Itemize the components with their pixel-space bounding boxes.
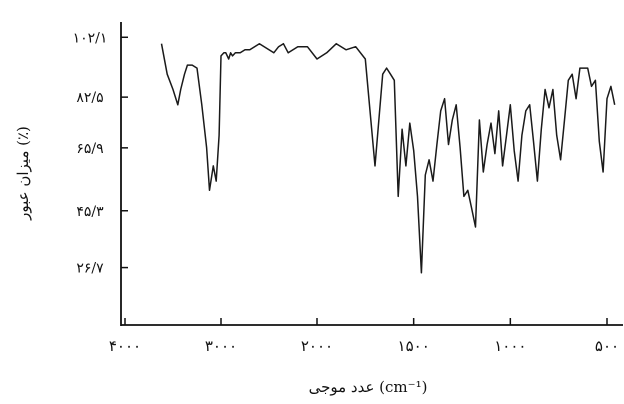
x-tick-label: ۳۰۰۰ <box>205 337 237 355</box>
y-tick-label: ۸۲/۵ <box>76 90 103 106</box>
y-tick-label: ۱۰۲/۱ <box>73 30 108 46</box>
y-tick-label: ۲۶/۷ <box>76 261 104 277</box>
transmittance-series-line <box>160 42 616 274</box>
x-tick-label: ۲۰۰۰ <box>301 337 333 355</box>
y-axis-label: میزان عبور (٪) <box>14 126 32 221</box>
x-tick-label: ۱۰۰۰ <box>494 337 526 355</box>
y-tick-label: ۴۵/۳ <box>76 204 104 220</box>
x-axis-label: عدد موجی (cm⁻¹) <box>309 378 428 396</box>
y-tick-label: ۶۵/۹ <box>76 141 103 157</box>
x-tick-label: ۵۰۰ <box>595 337 619 355</box>
chart-axes <box>120 22 623 326</box>
chart-ticks: ۴۰۰۰ ۳۰۰۰ ۲۰۰۰ ۱۵۰۰ ۱۰۰۰ ۵۰۰ ۲۶/۷ ۴۵/۳ ۶۵/۹ ۸۲/۵ ۱… <box>73 30 619 355</box>
x-tick-label: ۱۵۰۰ <box>398 337 430 355</box>
x-tick-label: ۴۰۰۰ <box>109 337 141 355</box>
